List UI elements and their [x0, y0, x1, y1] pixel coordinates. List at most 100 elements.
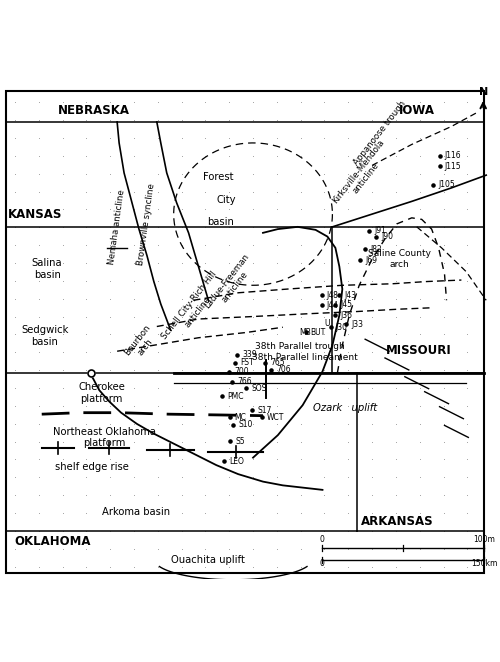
Point — [154, 454, 162, 465]
Point — [273, 454, 281, 465]
Point — [249, 133, 257, 144]
Point — [225, 150, 233, 161]
Point — [273, 436, 281, 447]
Point — [178, 365, 186, 375]
Point — [202, 115, 209, 126]
Point — [202, 204, 209, 214]
Point — [368, 222, 376, 232]
Point — [130, 168, 138, 179]
Point — [11, 186, 19, 197]
Point — [35, 133, 43, 144]
Point — [58, 401, 66, 411]
Point — [58, 115, 66, 126]
Text: S17: S17 — [257, 406, 272, 415]
Point — [273, 168, 281, 179]
Point — [296, 115, 304, 126]
Point — [440, 240, 448, 250]
Point — [35, 490, 43, 500]
Point — [58, 347, 66, 357]
Point — [202, 472, 209, 483]
Point — [11, 490, 19, 500]
Point — [154, 222, 162, 232]
Point — [58, 311, 66, 322]
Point — [106, 490, 114, 500]
Point — [178, 544, 186, 554]
Text: Kirksville-Mendola
anticline: Kirksville-Mendola anticline — [330, 138, 394, 212]
Text: 0: 0 — [319, 535, 324, 544]
Point — [225, 544, 233, 554]
Point — [368, 508, 376, 518]
Point — [464, 133, 471, 144]
Point — [440, 418, 448, 429]
Text: 765: 765 — [270, 358, 284, 367]
Point — [154, 365, 162, 375]
Text: KANSAS: KANSAS — [8, 208, 62, 221]
Point — [35, 97, 43, 108]
Point — [440, 115, 448, 126]
Point — [130, 508, 138, 518]
Point — [273, 508, 281, 518]
Point — [296, 454, 304, 465]
Point — [202, 275, 209, 286]
Text: J45: J45 — [340, 300, 352, 309]
Point — [392, 168, 400, 179]
Text: Brownville syncline: Brownville syncline — [136, 183, 156, 266]
Point — [440, 258, 448, 268]
Point — [82, 275, 90, 286]
Point — [154, 97, 162, 108]
Point — [11, 240, 19, 250]
Point — [106, 472, 114, 483]
Point — [225, 329, 233, 340]
Point — [178, 401, 186, 411]
Point — [11, 526, 19, 536]
Text: J69: J69 — [365, 256, 377, 265]
Point — [35, 240, 43, 250]
Point — [464, 240, 471, 250]
Point — [11, 454, 19, 465]
Point — [416, 490, 424, 500]
Point — [178, 561, 186, 572]
Point — [106, 454, 114, 465]
Point — [225, 401, 233, 411]
FancyBboxPatch shape — [6, 91, 484, 573]
Point — [249, 508, 257, 518]
Point — [35, 311, 43, 322]
Point — [344, 240, 352, 250]
Point — [344, 561, 352, 572]
Point — [392, 258, 400, 268]
Point — [273, 258, 281, 268]
Text: 38th Parallel trough: 38th Parallel trough — [256, 342, 345, 352]
Point — [178, 186, 186, 197]
Point — [225, 168, 233, 179]
Point — [130, 186, 138, 197]
Point — [296, 133, 304, 144]
Point — [464, 401, 471, 411]
Point — [296, 150, 304, 161]
Point — [58, 490, 66, 500]
Text: N: N — [478, 87, 488, 97]
Point — [368, 258, 376, 268]
Point — [58, 275, 66, 286]
Point — [35, 383, 43, 393]
Point — [368, 275, 376, 286]
Point — [296, 383, 304, 393]
Point — [296, 418, 304, 429]
Point — [11, 561, 19, 572]
Point — [464, 490, 471, 500]
Point — [368, 436, 376, 447]
Point — [82, 454, 90, 465]
Point — [106, 293, 114, 304]
Point — [225, 347, 233, 357]
Point — [320, 383, 328, 393]
Point — [368, 454, 376, 465]
Point — [273, 240, 281, 250]
Text: IOWA: IOWA — [398, 104, 434, 117]
Point — [35, 508, 43, 518]
Point — [11, 150, 19, 161]
Point — [11, 222, 19, 232]
Point — [11, 168, 19, 179]
Point — [464, 347, 471, 357]
Point — [440, 472, 448, 483]
Point — [344, 365, 352, 375]
Point — [320, 275, 328, 286]
